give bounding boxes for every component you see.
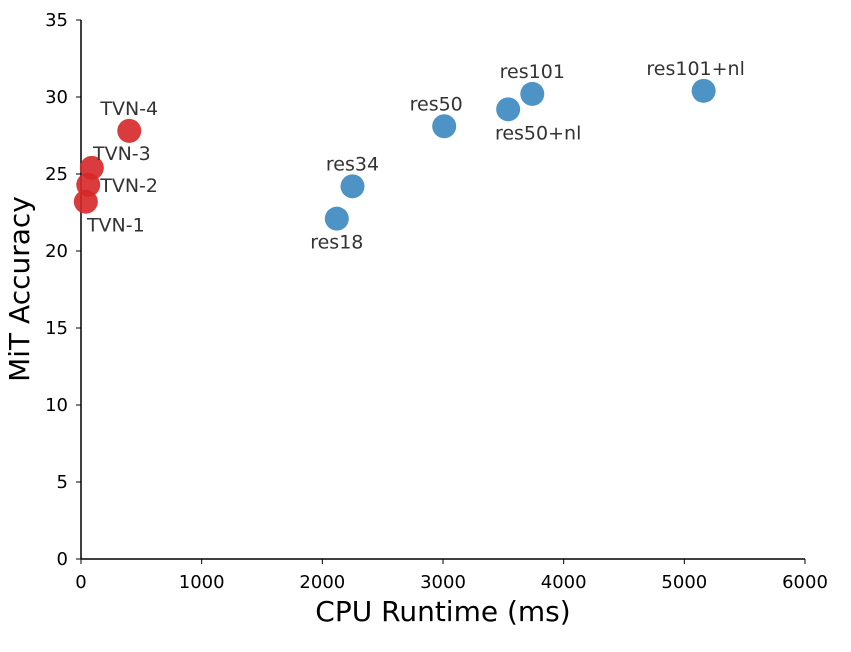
y-tick-label: 25	[45, 164, 68, 185]
data-point-labels: TVN-1 TVN-2 TVN-3 TVN-4 res18 res34 res50 res50…	[86, 58, 745, 254]
x-axis-ticks: 0 1000 2000 3000 4000 5000 6000	[75, 559, 828, 593]
y-tick-label: 30	[45, 87, 68, 108]
point-res18	[324, 206, 349, 231]
y-axis-title: MiT Accuracy	[3, 196, 36, 382]
point-res50-nl	[496, 97, 521, 122]
x-tick-label: 2000	[299, 572, 345, 593]
y-tick-label: 20	[45, 241, 68, 262]
point-res34	[340, 174, 365, 199]
point-label: TVN-4	[99, 98, 158, 120]
point-label: res50	[410, 93, 463, 115]
point-label: TVN-1	[86, 215, 145, 237]
point-tvn-3	[79, 155, 104, 180]
point-label: res101+nl	[646, 58, 745, 80]
x-axis-title: CPU Runtime (ms)	[315, 595, 570, 628]
point-label: res50+nl	[495, 122, 581, 144]
x-tick-label: 0	[75, 572, 86, 593]
point-res50	[432, 114, 457, 139]
y-tick-label: 15	[45, 318, 68, 339]
point-res101	[520, 81, 545, 106]
y-tick-label: 10	[45, 395, 68, 416]
point-label: res101	[500, 61, 565, 83]
x-tick-label: 4000	[541, 572, 587, 593]
point-label: res18	[310, 232, 363, 254]
data-points	[73, 78, 716, 231]
y-tick-label: 35	[45, 10, 68, 31]
x-tick-label: 6000	[782, 572, 828, 593]
x-tick-label: 1000	[179, 572, 225, 593]
point-label: TVN-3	[92, 143, 151, 165]
y-tick-label: 5	[57, 472, 68, 493]
y-axis-ticks: 0 5 10 15 20 25 30 35	[45, 10, 81, 570]
x-tick-label: 5000	[661, 572, 707, 593]
point-res101-nl	[691, 78, 716, 103]
point-label: res34	[326, 153, 379, 175]
point-label: TVN-2	[99, 175, 158, 197]
x-tick-label: 3000	[420, 572, 466, 593]
y-tick-label: 0	[57, 549, 68, 570]
point-tvn-4	[117, 118, 142, 143]
